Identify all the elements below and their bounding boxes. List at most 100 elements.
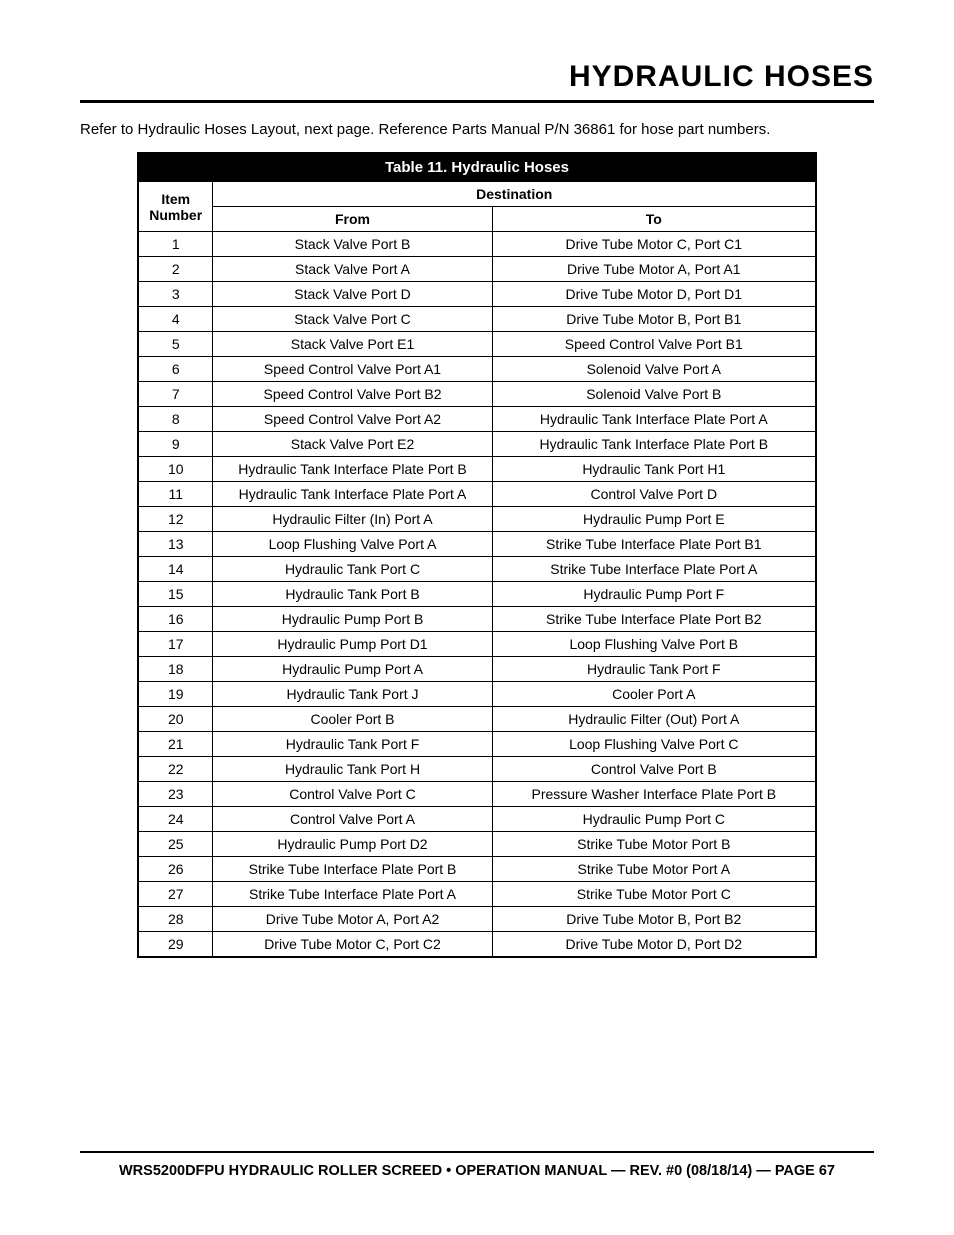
table-row: 7Speed Control Valve Port B2Solenoid Val… bbox=[138, 382, 816, 407]
cell-item: 12 bbox=[138, 507, 213, 532]
cell-to: Speed Control Valve Port B1 bbox=[492, 332, 816, 357]
cell-to: Control Valve Port B bbox=[492, 757, 816, 782]
footer-rule bbox=[80, 1151, 874, 1153]
cell-to: Drive Tube Motor D, Port D1 bbox=[492, 282, 816, 307]
cell-from: Stack Valve Port C bbox=[213, 307, 492, 332]
cell-item: 16 bbox=[138, 607, 213, 632]
cell-from: Loop Flushing Valve Port A bbox=[213, 532, 492, 557]
cell-from: Hydraulic Pump Port D1 bbox=[213, 632, 492, 657]
table-row: 25Hydraulic Pump Port D2Strike Tube Moto… bbox=[138, 832, 816, 857]
table-row: 16Hydraulic Pump Port BStrike Tube Inter… bbox=[138, 607, 816, 632]
cell-item: 26 bbox=[138, 857, 213, 882]
cell-to: Hydraulic Pump Port E bbox=[492, 507, 816, 532]
cell-item: 19 bbox=[138, 682, 213, 707]
cell-item: 2 bbox=[138, 257, 213, 282]
cell-item: 28 bbox=[138, 907, 213, 932]
cell-to: Drive Tube Motor B, Port B1 bbox=[492, 307, 816, 332]
cell-item: 24 bbox=[138, 807, 213, 832]
cell-from: Hydraulic Pump Port D2 bbox=[213, 832, 492, 857]
table-row: 14Hydraulic Tank Port CStrike Tube Inter… bbox=[138, 557, 816, 582]
cell-from: Speed Control Valve Port A2 bbox=[213, 407, 492, 432]
hose-table-wrap: Table 11. Hydraulic Hoses Item Number De… bbox=[137, 152, 817, 958]
cell-item: 22 bbox=[138, 757, 213, 782]
table-row: 24Control Valve Port AHydraulic Pump Por… bbox=[138, 807, 816, 832]
cell-to: Drive Tube Motor D, Port D2 bbox=[492, 932, 816, 958]
table-row: 11Hydraulic Tank Interface Plate Port AC… bbox=[138, 482, 816, 507]
table-row: 19Hydraulic Tank Port JCooler Port A bbox=[138, 682, 816, 707]
table-row: 12Hydraulic Filter (In) Port AHydraulic … bbox=[138, 507, 816, 532]
cell-item: 17 bbox=[138, 632, 213, 657]
cell-to: Hydraulic Tank Interface Plate Port B bbox=[492, 432, 816, 457]
hose-tbody: 1Stack Valve Port BDrive Tube Motor C, P… bbox=[138, 232, 816, 958]
cell-from: Control Valve Port A bbox=[213, 807, 492, 832]
hose-table: Table 11. Hydraulic Hoses Item Number De… bbox=[137, 152, 817, 958]
cell-item: 20 bbox=[138, 707, 213, 732]
intro-text: Refer to Hydraulic Hoses Layout, next pa… bbox=[80, 121, 874, 138]
cell-to: Strike Tube Interface Plate Port B2 bbox=[492, 607, 816, 632]
table-row: 29Drive Tube Motor C, Port C2Drive Tube … bbox=[138, 932, 816, 958]
table-row: 8Speed Control Valve Port A2Hydraulic Ta… bbox=[138, 407, 816, 432]
cell-from: Hydraulic Pump Port B bbox=[213, 607, 492, 632]
cell-from: Control Valve Port C bbox=[213, 782, 492, 807]
cell-item: 13 bbox=[138, 532, 213, 557]
table-row: 27Strike Tube Interface Plate Port AStri… bbox=[138, 882, 816, 907]
col-header-destination: Destination bbox=[213, 182, 816, 207]
cell-from: Hydraulic Pump Port A bbox=[213, 657, 492, 682]
cell-to: Strike Tube Motor Port C bbox=[492, 882, 816, 907]
cell-from: Strike Tube Interface Plate Port B bbox=[213, 857, 492, 882]
table-row: 4Stack Valve Port CDrive Tube Motor B, P… bbox=[138, 307, 816, 332]
cell-item: 7 bbox=[138, 382, 213, 407]
cell-to: Loop Flushing Valve Port B bbox=[492, 632, 816, 657]
table-row: 13Loop Flushing Valve Port AStrike Tube … bbox=[138, 532, 816, 557]
cell-from: Hydraulic Tank Port F bbox=[213, 732, 492, 757]
cell-from: Speed Control Valve Port B2 bbox=[213, 382, 492, 407]
cell-to: Drive Tube Motor B, Port B2 bbox=[492, 907, 816, 932]
cell-item: 6 bbox=[138, 357, 213, 382]
cell-item: 11 bbox=[138, 482, 213, 507]
cell-to: Strike Tube Interface Plate Port B1 bbox=[492, 532, 816, 557]
page-title: HYDRAULIC HOSES bbox=[80, 60, 874, 100]
table-row: 18Hydraulic Pump Port AHydraulic Tank Po… bbox=[138, 657, 816, 682]
cell-to: Hydraulic Pump Port F bbox=[492, 582, 816, 607]
cell-to: Hydraulic Pump Port C bbox=[492, 807, 816, 832]
cell-item: 21 bbox=[138, 732, 213, 757]
cell-to: Drive Tube Motor C, Port C1 bbox=[492, 232, 816, 257]
table-row: 22Hydraulic Tank Port HControl Valve Por… bbox=[138, 757, 816, 782]
cell-item: 18 bbox=[138, 657, 213, 682]
cell-from: Hydraulic Tank Port H bbox=[213, 757, 492, 782]
cell-from: Stack Valve Port E2 bbox=[213, 432, 492, 457]
table-row: 26Strike Tube Interface Plate Port BStri… bbox=[138, 857, 816, 882]
table-row: 10Hydraulic Tank Interface Plate Port BH… bbox=[138, 457, 816, 482]
cell-from: Hydraulic Tank Port C bbox=[213, 557, 492, 582]
cell-from: Cooler Port B bbox=[213, 707, 492, 732]
cell-from: Stack Valve Port A bbox=[213, 257, 492, 282]
cell-to: Strike Tube Motor Port B bbox=[492, 832, 816, 857]
cell-to: Solenoid Valve Port B bbox=[492, 382, 816, 407]
cell-from: Hydraulic Filter (In) Port A bbox=[213, 507, 492, 532]
cell-to: Hydraulic Tank Port H1 bbox=[492, 457, 816, 482]
header-rule bbox=[80, 100, 874, 103]
cell-from: Hydraulic Tank Interface Plate Port A bbox=[213, 482, 492, 507]
table-row: 21Hydraulic Tank Port FLoop Flushing Val… bbox=[138, 732, 816, 757]
cell-to: Strike Tube Interface Plate Port A bbox=[492, 557, 816, 582]
table-row: 28Drive Tube Motor A, Port A2Drive Tube … bbox=[138, 907, 816, 932]
table-row: 17Hydraulic Pump Port D1Loop Flushing Va… bbox=[138, 632, 816, 657]
table-row: 3Stack Valve Port DDrive Tube Motor D, P… bbox=[138, 282, 816, 307]
cell-from: Drive Tube Motor C, Port C2 bbox=[213, 932, 492, 958]
col-header-item: Item Number bbox=[138, 182, 213, 232]
cell-to: Pressure Washer Interface Plate Port B bbox=[492, 782, 816, 807]
table-row: 20Cooler Port BHydraulic Filter (Out) Po… bbox=[138, 707, 816, 732]
cell-to: Drive Tube Motor A, Port A1 bbox=[492, 257, 816, 282]
cell-item: 1 bbox=[138, 232, 213, 257]
col-header-from: From bbox=[213, 207, 492, 232]
cell-item: 5 bbox=[138, 332, 213, 357]
cell-to: Hydraulic Tank Port F bbox=[492, 657, 816, 682]
cell-to: Cooler Port A bbox=[492, 682, 816, 707]
col-header-to: To bbox=[492, 207, 816, 232]
table-caption: Table 11. Hydraulic Hoses bbox=[138, 153, 816, 182]
cell-from: Stack Valve Port E1 bbox=[213, 332, 492, 357]
footer-text: WRS5200DFPU HYDRAULIC ROLLER SCREED • OP… bbox=[80, 1163, 874, 1179]
table-row: 23Control Valve Port CPressure Washer In… bbox=[138, 782, 816, 807]
cell-to: Loop Flushing Valve Port C bbox=[492, 732, 816, 757]
cell-item: 27 bbox=[138, 882, 213, 907]
